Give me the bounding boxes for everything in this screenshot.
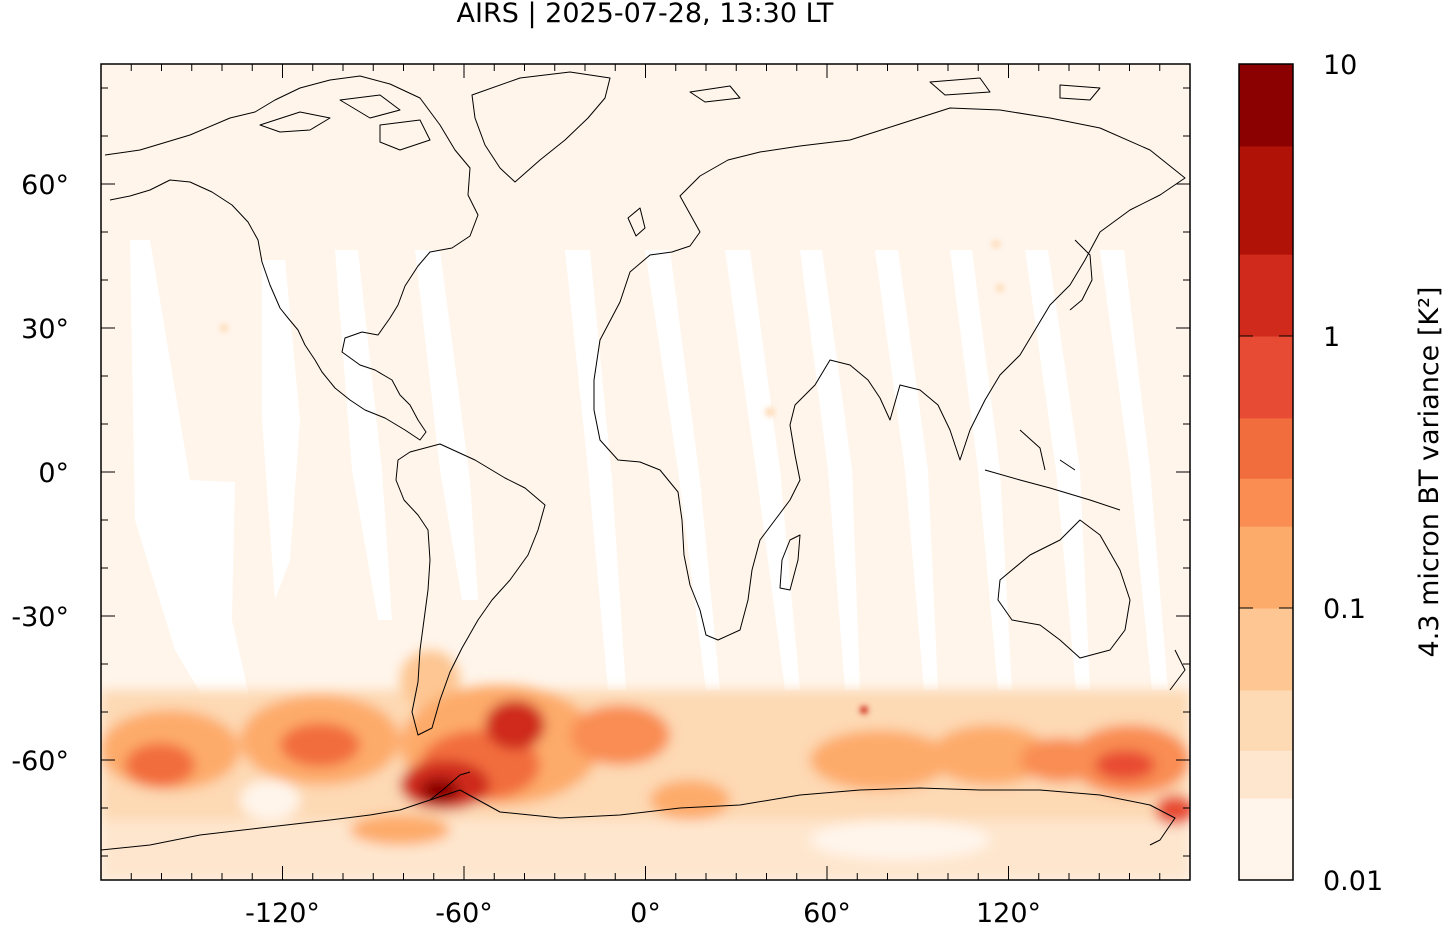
- colorbar-level: [1239, 478, 1293, 527]
- variance-patch: [485, 700, 545, 750]
- coastline-arctic-islands: [259, 77, 1101, 151]
- coastline-britain: [627, 207, 646, 237]
- lon-tick-label: -60°: [435, 898, 493, 929]
- lat-tick-label: -60°: [11, 746, 69, 777]
- colorbar-frame: [1238, 63, 1294, 881]
- colorbar-tick-label: 1: [1323, 322, 1340, 353]
- lon-tick-label: 120°: [976, 898, 1041, 929]
- swath-gap: [262, 260, 300, 600]
- coastline-indonesia: [984, 429, 1121, 511]
- map-panel: [101, 64, 1190, 880]
- variance-spot: [860, 706, 868, 714]
- colorbar: 10 1 0.1 0.01: [1238, 50, 1383, 897]
- colorbar-tick-label: 0.1: [1323, 594, 1366, 625]
- swath-gap: [130, 240, 268, 785]
- variance-spot: [992, 240, 1000, 248]
- variance-spot: [220, 324, 228, 332]
- coastline-australia: [997, 519, 1131, 659]
- colorbar-level: [1239, 417, 1293, 479]
- map-axes: -120° -60° 0° 60° 120° 60° 30° 0° -30° -60°: [11, 64, 1190, 929]
- swath-gap: [335, 250, 392, 620]
- coastline-greenland: [471, 71, 611, 183]
- lat-tick-label: 0°: [38, 458, 69, 489]
- variance-patch: [420, 778, 460, 802]
- coastlines: [101, 71, 1186, 851]
- variance-patch: [570, 705, 670, 765]
- variance-patch: [1095, 750, 1155, 780]
- variance-patch: [810, 820, 990, 860]
- coastline-new-zealand: [1169, 649, 1186, 691]
- coastline-japan: [1069, 239, 1093, 311]
- swath-gap: [950, 250, 1012, 690]
- swath-gap: [1025, 250, 1090, 690]
- swath-gap: [415, 250, 478, 600]
- colorbar-level: [1239, 750, 1293, 799]
- colorbar-level: [1239, 336, 1293, 419]
- colorbar-level: [1239, 689, 1293, 751]
- colorbar-tick-label: 10: [1323, 50, 1357, 81]
- colorbar-level: [1239, 798, 1293, 881]
- colorbar-level: [1239, 254, 1293, 337]
- lon-tick-label: 0°: [630, 898, 661, 929]
- colorbar-level: [1239, 526, 1293, 609]
- variance-spot: [765, 407, 775, 417]
- coastline-antarctica: [101, 787, 1176, 851]
- lon-tick-label: -120°: [245, 898, 320, 929]
- lat-tick-label: 30°: [21, 314, 69, 345]
- lon-tick-label: 60°: [803, 898, 851, 929]
- swath-gap: [800, 250, 860, 690]
- swath-gap: [725, 250, 800, 690]
- colorbar-tick-label: 0.01: [1323, 866, 1383, 897]
- lat-tick-label: -30°: [11, 602, 69, 633]
- map-title: AIRS | 2025-07-28, 13:30 LT: [457, 0, 834, 29]
- coastline-north-america: [104, 75, 479, 441]
- colorbar-level: [1239, 608, 1293, 691]
- colorbar-level: [1239, 64, 1293, 147]
- colorbar-level: [1239, 145, 1293, 255]
- coastline-africa-eurasia: [593, 107, 1186, 641]
- swath-gap: [565, 250, 626, 690]
- lat-tick-label: 60°: [21, 170, 69, 201]
- variance-spots: [220, 240, 1004, 714]
- variance-patch: [930, 725, 1050, 785]
- swath-gap: [1100, 250, 1168, 690]
- variance-patch: [650, 780, 730, 820]
- swath-gap: [875, 250, 938, 690]
- coastline-madagascar: [779, 534, 801, 591]
- variance-patch: [1155, 795, 1190, 825]
- colorbar-label: 4.3 micron BT variance [K²]: [1414, 287, 1442, 658]
- coastline-antarctic-peninsula: [429, 771, 471, 801]
- variance-patch: [350, 815, 450, 845]
- variance-spot: [996, 284, 1004, 292]
- variance-patch: [280, 723, 360, 767]
- variance-patch: [240, 780, 300, 820]
- variance-patch: [125, 743, 195, 787]
- swath-gap: [645, 250, 720, 690]
- variance-patch: [810, 730, 950, 790]
- coastline-south-america: [395, 443, 546, 736]
